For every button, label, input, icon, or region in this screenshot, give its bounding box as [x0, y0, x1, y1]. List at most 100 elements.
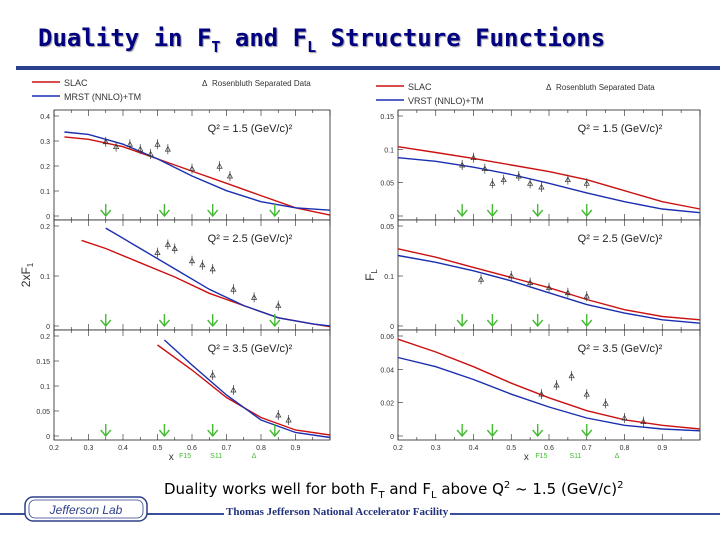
x-tick-label: 0.2 [49, 445, 59, 452]
data-point [477, 276, 485, 282]
subpanel-right-1: 0.15 0.1 0.05 0 Q² = 1.5 (GeV/c)² [380, 109, 701, 221]
subpanel-left-2: 0.2 0.1 0 Q² = 2.5 (GeV/c)² [40, 219, 331, 331]
data-point [102, 138, 109, 145]
data-point [164, 241, 171, 247]
data-point [500, 176, 507, 183]
data-point [583, 292, 590, 299]
subpanel-left-1: 0.4 0.3 0.2 0.1 0 Q² = 1.5 (GeV/c)² [40, 109, 331, 221]
resonance-arrow [456, 314, 468, 328]
y-tick-label: 0.1 [384, 147, 394, 154]
x-resonance-marker: F15 [535, 453, 547, 460]
caption-sup-2: 2 [503, 480, 511, 491]
y-tick-label: 0.15 [380, 114, 394, 121]
x-tick-label: 0.7 [582, 445, 592, 452]
y-tick-label: 0.04 [380, 367, 394, 374]
data-point [275, 411, 282, 418]
data-point [285, 416, 292, 423]
y-tick-label: 0.2 [40, 334, 50, 341]
y-tick-label: 0.3 [40, 139, 50, 146]
legend-marker-data: Δ [546, 83, 552, 92]
x-tick-label: 0.9 [291, 445, 301, 452]
x-axis-label: x [524, 452, 529, 463]
x-resonance-marker: F15 [179, 453, 191, 460]
data-point [226, 172, 234, 179]
data-point [275, 302, 282, 308]
legend-label-data: Rosenbluth Separated Data [212, 79, 311, 88]
y-tick-label: 0.1 [40, 189, 50, 196]
x-tick-label: 0.4 [118, 445, 128, 452]
resonance-arrow [486, 314, 498, 328]
data-point [470, 154, 477, 161]
subpanel-frame [397, 329, 701, 441]
data-point [147, 150, 154, 157]
x-tick-label: 0.7 [222, 445, 232, 452]
legend-marker-data: Δ [202, 79, 208, 88]
resonance-arrow [269, 314, 281, 328]
resonance-arrow [207, 204, 219, 218]
data-point [602, 400, 609, 406]
x-tick-label: 0.9 [657, 445, 667, 452]
data-point [621, 414, 628, 421]
y-tick-label: 0 [390, 324, 394, 331]
data-point [251, 294, 258, 300]
x-tick-label: 0.2 [393, 445, 403, 452]
y-tick-label: 0 [46, 214, 50, 221]
chart-panel-right: SLAC VRST (NNLO)+TM Δ Rosenbluth Separated … [363, 82, 701, 463]
data-point [564, 289, 571, 296]
legend-label-slac: SLAC [64, 78, 88, 88]
x-resonance-marker: S11 [210, 453, 222, 460]
resonance-arrow [456, 204, 468, 218]
data-point [164, 145, 171, 152]
q2-label: Q² = 3.5 (GeV/c)² [578, 343, 663, 355]
legend-label-data: Rosenbluth Separated Data [556, 83, 655, 92]
y-axis-label: FL [363, 269, 379, 281]
slide-title: Duality in FT and FL Structure Functions [38, 24, 605, 56]
data-point [640, 418, 647, 425]
resonance-arrow [269, 424, 281, 438]
subpanel-right-3: 0.06 0.04 0.02 0 Q² = 3.5 (GeV/c)² [380, 329, 701, 441]
q2-label: Q² = 3.5 (GeV/c)² [208, 343, 293, 355]
data-point [230, 286, 237, 292]
y-tick-label: 0.1 [40, 274, 50, 281]
resonance-arrow [456, 424, 468, 438]
data-point [515, 172, 522, 179]
caption-text-4: ~ 1.5 (GeV/c) [510, 480, 618, 498]
resonance-arrow [581, 424, 593, 438]
legend-label-mrst: VRST (NNLO)+TM [408, 96, 484, 106]
subpanel-left-3: 0.2 0.15 0.1 0.05 0 Q² = 3.5 (GeV/c)² [36, 329, 331, 441]
data-point [553, 381, 560, 388]
caption-text-2: and F [384, 480, 431, 498]
data-point [538, 183, 545, 190]
resonance-arrow [581, 314, 593, 328]
data-point [126, 141, 133, 147]
x-tick-label: 0.8 [256, 445, 266, 452]
y-axis-label: 2xF1 [19, 262, 35, 287]
x-tick-label: 0.3 [84, 445, 94, 452]
x-tick-label: 0.6 [544, 445, 554, 452]
y-tick-label: 0.15 [36, 359, 50, 366]
y-tick-label: 0.4 [40, 114, 50, 121]
resonance-arrow [100, 204, 112, 218]
x-resonance-marker: Δ [252, 453, 257, 460]
resonance-arrow [207, 424, 219, 438]
y-tick-label: 0.02 [380, 401, 394, 408]
caption-sub-t: T [378, 490, 385, 501]
resonance-arrow [269, 204, 281, 218]
x-tick-label: 0.3 [431, 445, 441, 452]
y-tick-label: 0.05 [380, 224, 394, 231]
x-resonance-marker: Δ [615, 453, 620, 460]
y-axis-label-main: F [363, 274, 377, 281]
x-tick-label: 0.8 [620, 445, 630, 452]
q2-label: Q² = 1.5 (GeV/c)² [208, 123, 293, 135]
data-point [568, 372, 575, 379]
data-point [508, 272, 515, 279]
y-tick-label: 0.05 [380, 181, 394, 188]
data-point [216, 163, 223, 169]
y-axis-label-sub: 1 [26, 262, 35, 267]
resonance-arrow [532, 424, 544, 438]
data-point [527, 180, 534, 186]
logo-text: Jefferson Lab [49, 503, 123, 517]
data-point [527, 279, 534, 285]
x-axis-label: x [169, 452, 174, 463]
caption-text-1: Duality works well for both F [164, 480, 379, 498]
